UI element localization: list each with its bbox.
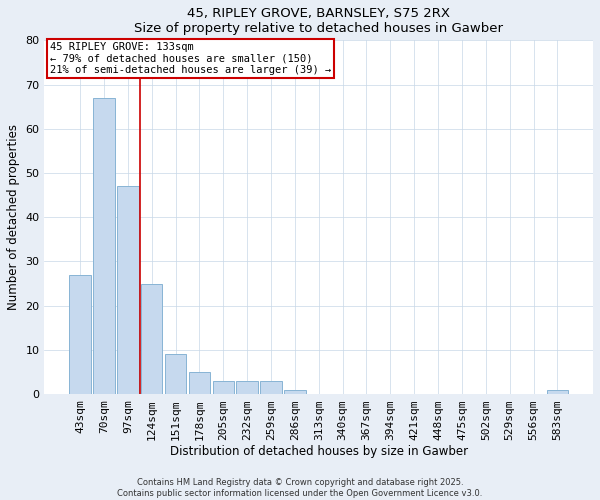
Bar bbox=[93, 98, 115, 394]
Bar bbox=[117, 186, 139, 394]
Bar bbox=[189, 372, 210, 394]
Bar bbox=[260, 381, 282, 394]
Bar bbox=[284, 390, 305, 394]
Y-axis label: Number of detached properties: Number of detached properties bbox=[7, 124, 20, 310]
Bar bbox=[165, 354, 187, 394]
Bar bbox=[212, 381, 234, 394]
Bar bbox=[141, 284, 163, 394]
Bar bbox=[236, 381, 258, 394]
Bar bbox=[70, 274, 91, 394]
Title: 45, RIPLEY GROVE, BARNSLEY, S75 2RX
Size of property relative to detached houses: 45, RIPLEY GROVE, BARNSLEY, S75 2RX Size… bbox=[134, 7, 503, 35]
Bar bbox=[547, 390, 568, 394]
X-axis label: Distribution of detached houses by size in Gawber: Distribution of detached houses by size … bbox=[170, 445, 468, 458]
Text: 45 RIPLEY GROVE: 133sqm
← 79% of detached houses are smaller (150)
21% of semi-d: 45 RIPLEY GROVE: 133sqm ← 79% of detache… bbox=[50, 42, 331, 75]
Text: Contains HM Land Registry data © Crown copyright and database right 2025.
Contai: Contains HM Land Registry data © Crown c… bbox=[118, 478, 482, 498]
